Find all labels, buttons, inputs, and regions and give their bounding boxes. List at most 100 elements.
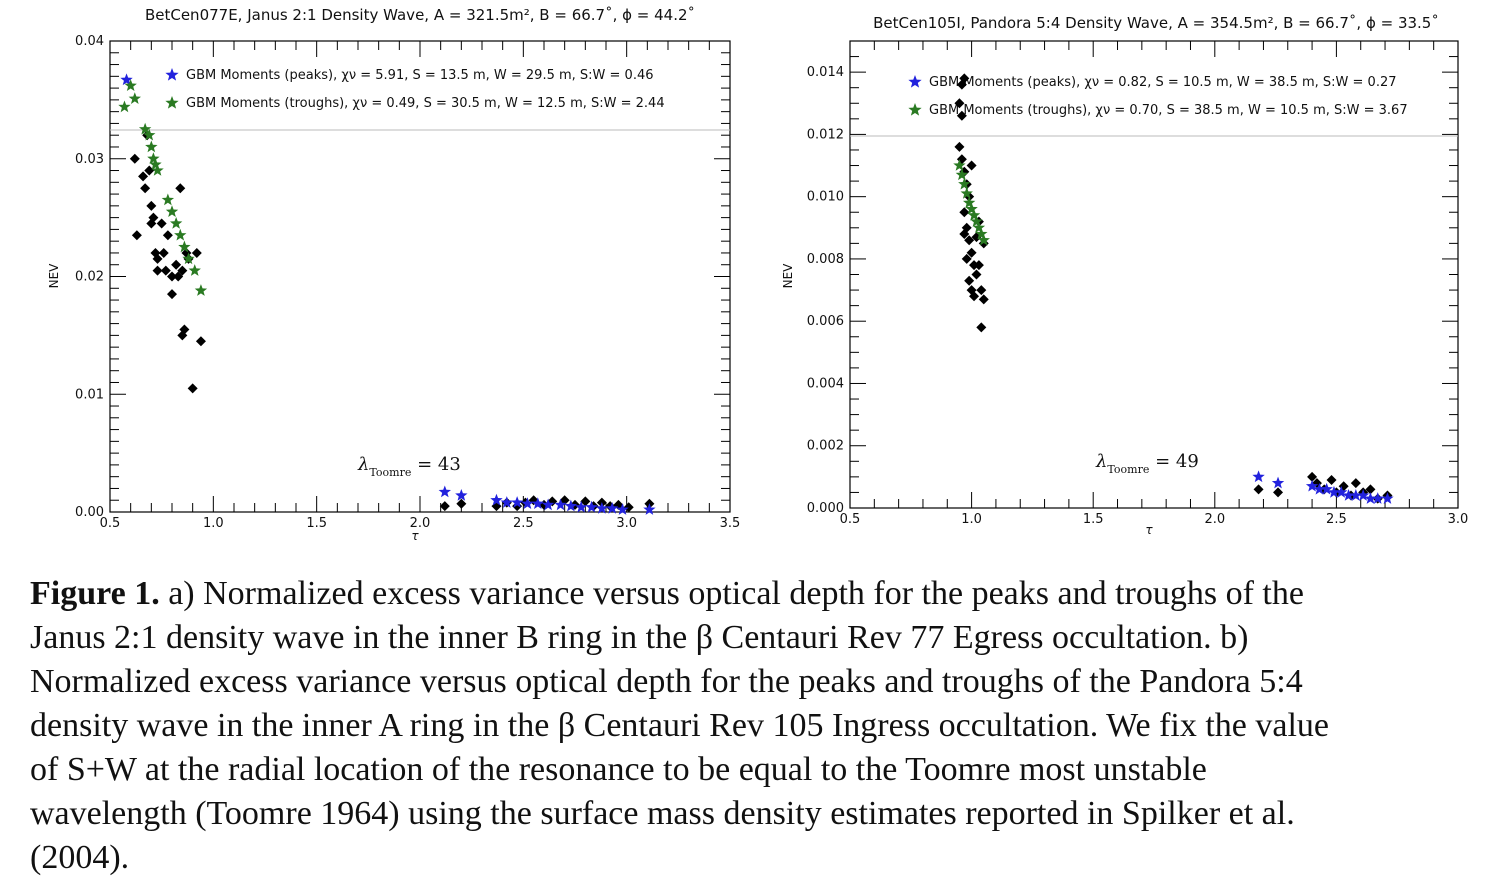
data-point-diamond bbox=[978, 294, 989, 305]
data-point-trough-star bbox=[165, 205, 179, 217]
legend-entry-label: GBM Moments (troughs), χν = 0.70, S = 38… bbox=[929, 103, 1408, 118]
data-point-peak-star bbox=[606, 501, 619, 514]
legend-star-marker bbox=[165, 68, 179, 81]
data-point-peak-star bbox=[1305, 479, 1319, 492]
data-point-diamond bbox=[1350, 478, 1361, 489]
figure-panels: BetCen077E, Janus 2:1 Density Wave, A = … bbox=[47, 6, 1468, 543]
x-tick-label: 2.5 bbox=[1326, 512, 1347, 527]
data-point-diamond bbox=[966, 160, 977, 171]
data-point-diamond bbox=[162, 230, 173, 241]
y-tick-label: 0.004 bbox=[807, 376, 844, 391]
data-point-peak-star bbox=[554, 498, 567, 511]
x-tick-label: 1.0 bbox=[203, 516, 224, 531]
data-point-peak-star bbox=[585, 500, 598, 513]
data-point-diamond bbox=[961, 253, 972, 264]
data-point-diamond bbox=[954, 98, 965, 109]
data-point-diamond bbox=[1365, 484, 1376, 495]
data-point-diamond bbox=[160, 265, 171, 276]
data-point-diamond bbox=[964, 275, 975, 286]
data-point-diamond bbox=[171, 259, 182, 270]
caption-line-1: Figure 1. a) Normalized excess variance … bbox=[30, 572, 1492, 616]
caption-line-7: (2004). bbox=[30, 839, 130, 876]
legend-entry-label: GBM Moments (peaks), χν = 0.82, S = 10.5… bbox=[929, 75, 1397, 90]
data-point-trough-star bbox=[977, 233, 990, 246]
x-axis-label: τ bbox=[411, 529, 419, 543]
chart-title: BetCen077E, Janus 2:1 Density Wave, A = … bbox=[145, 6, 695, 24]
data-point-diamond bbox=[167, 271, 177, 282]
data-point-peak-star bbox=[643, 503, 656, 515]
data-point-trough-star bbox=[958, 177, 971, 190]
y-tick-label: 0.03 bbox=[75, 152, 104, 167]
x-tick-label: 1.5 bbox=[1083, 512, 1104, 527]
data-point-trough-star bbox=[174, 228, 187, 241]
data-point-peak-star bbox=[120, 73, 133, 86]
data-point-diamond bbox=[129, 153, 140, 164]
data-point-diamond bbox=[175, 183, 186, 194]
data-point-peak-star bbox=[1335, 485, 1348, 498]
data-point-diamond bbox=[964, 235, 975, 246]
data-point-diamond bbox=[1253, 484, 1264, 495]
data-point-trough-star bbox=[962, 196, 976, 209]
data-point-trough-star bbox=[118, 100, 131, 113]
data-point-diamond bbox=[144, 165, 155, 176]
data-point-diamond bbox=[195, 336, 206, 347]
legend-star-marker bbox=[165, 96, 179, 109]
data-point-diamond bbox=[187, 383, 198, 394]
data-point-trough-star bbox=[178, 240, 191, 253]
y-tick-label: 0.002 bbox=[807, 439, 844, 454]
data-point-diamond bbox=[131, 230, 142, 241]
data-point-diamond bbox=[158, 247, 169, 258]
data-point-trough-star bbox=[182, 252, 195, 265]
data-point-diamond bbox=[1326, 474, 1337, 485]
data-point-diamond bbox=[959, 229, 970, 240]
data-point-peak-star bbox=[1364, 492, 1377, 504]
data-point-trough-star bbox=[970, 215, 983, 227]
y-tick-label: 0.01 bbox=[75, 387, 104, 402]
data-point-peak-star bbox=[510, 496, 524, 508]
data-point-peak-star bbox=[438, 485, 451, 498]
data-point-trough-star bbox=[965, 202, 978, 215]
y-tick-label: 0.02 bbox=[75, 270, 104, 285]
chart-title: BetCen105I, Pandora 5:4 Density Wave, A … bbox=[873, 14, 1439, 32]
caption-text-1: a) Normalized excess variance versus opt… bbox=[168, 575, 1304, 612]
x-tick-label: 2.0 bbox=[410, 516, 431, 531]
x-tick-label: 2.5 bbox=[513, 516, 534, 531]
y-tick-label: 0.010 bbox=[807, 190, 844, 205]
x-tick-label: 0.5 bbox=[100, 516, 121, 531]
data-point-peak-star bbox=[1371, 492, 1384, 504]
data-point-peak-star bbox=[1271, 476, 1285, 489]
data-point-trough-star bbox=[188, 264, 201, 276]
data-point-diamond bbox=[138, 171, 149, 182]
caption-label: Figure 1. bbox=[30, 575, 160, 612]
caption-line-6: wavelength (Toomre 1964) using the surfa… bbox=[30, 795, 1295, 832]
y-axis-label: NEV bbox=[47, 263, 61, 289]
y-axis-label: NEV bbox=[781, 263, 795, 289]
data-point-diamond bbox=[152, 253, 163, 264]
data-point-diamond bbox=[1273, 487, 1284, 498]
data-point-trough-star bbox=[169, 217, 183, 229]
plot-frame bbox=[109, 40, 731, 513]
data-point-peak-star bbox=[1349, 489, 1363, 501]
data-point-diamond bbox=[173, 271, 184, 282]
data-point-diamond bbox=[623, 502, 634, 513]
y-tick-label: 0.012 bbox=[807, 127, 844, 142]
data-point-trough-star bbox=[972, 221, 986, 234]
data-point-peak-star bbox=[1381, 492, 1394, 504]
data-point-peak-star bbox=[490, 493, 503, 506]
data-point-trough-star bbox=[955, 168, 969, 181]
caption-line-4: density wave in the inner A ring in the … bbox=[30, 707, 1330, 744]
data-point-diamond bbox=[181, 247, 192, 258]
data-point-trough-star bbox=[143, 128, 156, 141]
y-tick-label: 0.006 bbox=[807, 314, 844, 329]
data-point-diamond bbox=[152, 265, 163, 276]
data-point-diamond bbox=[954, 141, 965, 152]
data-point-diamond bbox=[959, 73, 970, 84]
lambda-toomre-annotation: λToomre = 49 bbox=[1095, 451, 1199, 476]
data-point-diamond bbox=[976, 322, 987, 333]
y-tick-label: 0.008 bbox=[807, 252, 844, 267]
figure-caption: Figure 1. a) Normalized excess variance … bbox=[30, 572, 1492, 880]
data-point-diamond bbox=[156, 218, 167, 229]
data-point-diamond bbox=[969, 291, 980, 302]
data-point-diamond bbox=[973, 260, 984, 271]
